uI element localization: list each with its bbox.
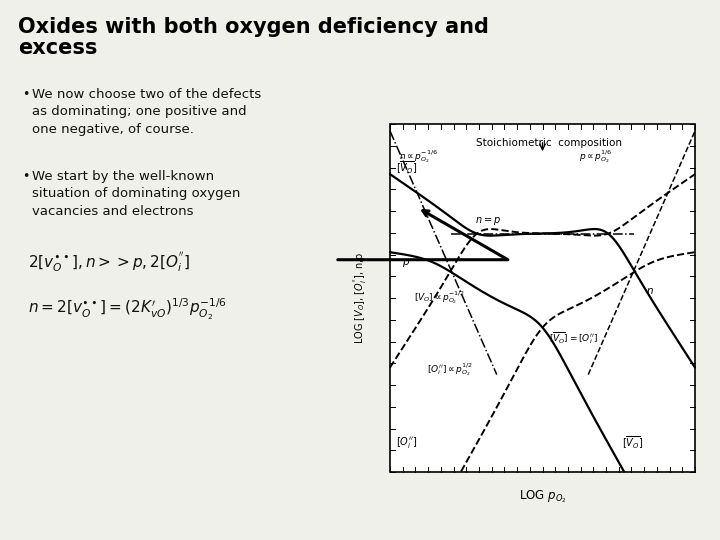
Text: $[V_O] \propto p_{O_2}^{-1/2}$: $[V_O] \propto p_{O_2}^{-1/2}$ (415, 289, 465, 306)
Text: $n$: $n$ (647, 286, 654, 296)
Text: $p$: $p$ (402, 257, 410, 269)
Text: $p \propto p_{O_2}^{1/6}$: $p \propto p_{O_2}^{1/6}$ (579, 148, 613, 165)
Text: LOG $[V_O]$, $[O_i^{''}]$, n,p: LOG $[V_O]$, $[O_i^{''}]$, n,p (351, 252, 369, 344)
Text: Stoichiometric  composition: Stoichiometric composition (476, 138, 621, 148)
Text: $n = 2[v_O^{\bullet\bullet}] = (2K_{vO}^{\prime})^{1/3} p_{O_2}^{-1/6}$: $n = 2[v_O^{\bullet\bullet}] = (2K_{vO}^… (28, 297, 227, 322)
Text: $2[v_O^{\bullet\bullet}], n >> p, 2[O_i^{''}]$: $2[v_O^{\bullet\bullet}], n >> p, 2[O_i^… (28, 250, 190, 274)
Text: •: • (22, 170, 30, 183)
Text: $[O_i^{\prime\prime}]$: $[O_i^{\prime\prime}]$ (396, 435, 418, 450)
Text: $[\overline{V_O}]$: $[\overline{V_O}]$ (396, 159, 418, 176)
Text: $[\overline{V_O}]$: $[\overline{V_O}]$ (622, 434, 643, 450)
Text: $n = p$: $n = p$ (474, 215, 500, 227)
Text: $n \propto p_{O_2}^{-1/6}$: $n \propto p_{O_2}^{-1/6}$ (399, 148, 438, 165)
Text: •: • (22, 88, 30, 101)
Text: LOG $p_{O_2}$: LOG $p_{O_2}$ (518, 488, 567, 504)
Bar (390, 124, 695, 472)
Text: $[\overline{V_O}] = [O_i^{\prime\prime}]$: $[\overline{V_O}] = [O_i^{\prime\prime}]… (549, 330, 598, 346)
Text: We start by the well-known
situation of dominating oxygen
vacancies and electron: We start by the well-known situation of … (32, 170, 240, 218)
Text: excess: excess (18, 38, 97, 58)
Text: Oxides with both oxygen deficiency and: Oxides with both oxygen deficiency and (18, 17, 489, 37)
Text: $[O_i^{\prime\prime}] \propto p_{O_2}^{1/2}$: $[O_i^{\prime\prime}] \propto p_{O_2}^{1… (426, 361, 472, 377)
Text: We now choose two of the defects
as dominating; one positive and
one negative, o: We now choose two of the defects as domi… (32, 88, 261, 136)
